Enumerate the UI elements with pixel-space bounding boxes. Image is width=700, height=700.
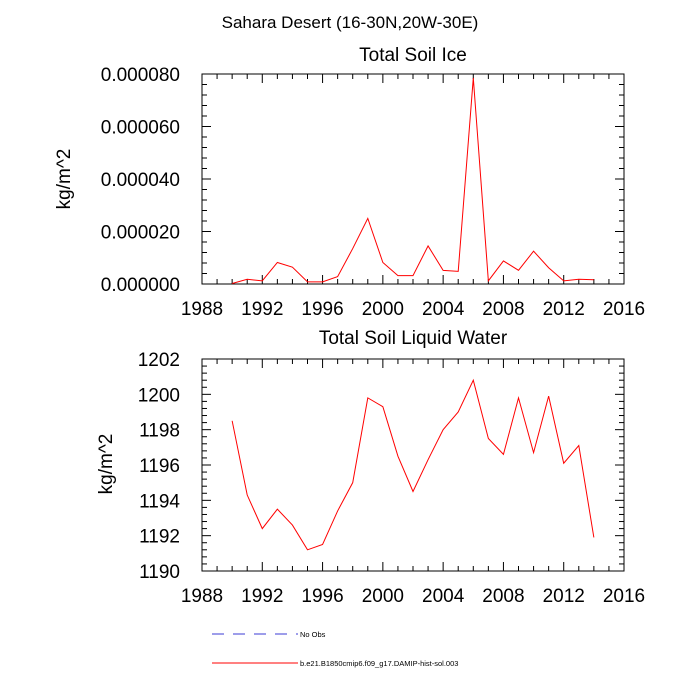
y-tick-label: 0.000060 — [101, 118, 180, 139]
x-tick-label: 1988 — [181, 586, 223, 607]
y-tick-label: 1190 — [139, 562, 180, 583]
y-tick-label: 0.000000 — [101, 275, 180, 296]
y-tick-label: 1196 — [139, 456, 180, 477]
x-tick-label: 2012 — [543, 299, 585, 320]
chart-title: Total Soil Ice — [359, 45, 467, 66]
x-tick-label: 2008 — [482, 586, 524, 607]
x-tick-label: 2004 — [422, 299, 465, 320]
x-tick-label: 1996 — [301, 299, 343, 320]
y-tick-label: 1202 — [138, 350, 180, 371]
y-tick-label: 0.000040 — [101, 170, 180, 191]
y-tick-label: 0.000020 — [101, 223, 180, 244]
x-tick-label: 2000 — [362, 586, 404, 607]
x-tick-label: 1996 — [301, 586, 343, 607]
legend-label-model-run: b.e21.B1850cmip6.f09_g17.DAMIP-hist-sol.… — [300, 659, 458, 668]
chart-panel-soil-liquid-water: Total Soil Liquid Water kg/m^2 1988 1992 1… — [96, 328, 645, 607]
y-tick-label: 0.000080 — [101, 65, 180, 86]
x-tick-label: 1992 — [241, 299, 283, 320]
x-tick-label: 1988 — [181, 299, 223, 320]
y-tick-label: 1198 — [139, 421, 180, 442]
series-line — [231, 378, 595, 551]
plot-frame — [201, 73, 625, 285]
chart-panel-soil-ice: Total Soil Ice kg/m^2 1988 1992 1996 2000 20… — [54, 45, 645, 320]
y-axis-label: kg/m^2 — [54, 149, 75, 210]
legend-label-no-obs: No Obs — [300, 630, 326, 639]
plot-frame — [201, 358, 625, 572]
x-tick-label: 2012 — [543, 586, 585, 607]
figure-suptitle: Sahara Desert (16-30N,20W-30E) — [222, 13, 479, 32]
series-line — [232, 77, 594, 284]
x-tick-label: 2004 — [422, 586, 465, 607]
y-tick-label: 1194 — [139, 491, 180, 512]
x-tick-label: 2000 — [362, 299, 404, 320]
chart-title: Total Soil Liquid Water — [319, 328, 508, 349]
x-tick-label: 1992 — [241, 586, 283, 607]
y-tick-label: 1200 — [138, 385, 180, 406]
x-tick-label: 2008 — [482, 299, 524, 320]
x-tick-label: 2016 — [603, 586, 645, 607]
legend: No Obs b.e21.B1850cmip6.f09_g17.DAMIP-hi… — [212, 630, 458, 668]
x-tick-label: 2016 — [603, 299, 645, 320]
y-axis-label: kg/m^2 — [96, 434, 117, 495]
y-tick-label: 1192 — [139, 527, 180, 548]
